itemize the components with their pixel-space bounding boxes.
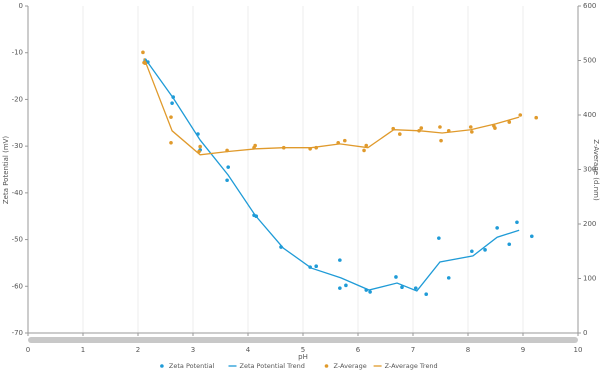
y-tick-label: -10: [12, 49, 23, 57]
y-axis-title: Zeta Potential (mV): [2, 136, 10, 205]
legend-label: Z-Average Trend: [385, 362, 438, 370]
point: [170, 101, 174, 105]
point: [338, 258, 342, 262]
y2-tick-label: 600: [583, 2, 596, 10]
x-tick-label: 8: [466, 346, 470, 354]
trend-line: [144, 58, 520, 292]
point: [470, 130, 474, 134]
point: [518, 113, 523, 117]
x-tick-label: 6: [356, 346, 361, 354]
y-tick-label: -70: [12, 329, 23, 337]
point: [225, 178, 229, 183]
point: [483, 248, 487, 252]
point: [470, 249, 474, 254]
y-tick-label: 0: [19, 2, 23, 10]
y2-tick-label: 200: [583, 220, 596, 228]
legend-label: Z-Average: [334, 362, 367, 370]
y-tick-label: -30: [12, 142, 23, 150]
x-tick-label: 3: [191, 346, 195, 354]
legend-label: Zeta Potential: [169, 362, 215, 370]
point: [338, 286, 342, 290]
y-tick-label: -60: [12, 282, 23, 290]
point: [226, 165, 230, 169]
legend-marker: [160, 364, 164, 368]
x-tick-label: 4: [246, 346, 251, 354]
point: [446, 276, 451, 280]
point: [419, 126, 424, 130]
point: [439, 138, 443, 143]
point: [400, 285, 404, 290]
point: [437, 236, 441, 240]
x-tick-label: 9: [521, 346, 525, 354]
x-tick-label: 1: [81, 346, 85, 354]
point: [343, 138, 347, 143]
point: [468, 125, 473, 129]
x-axis-title: pH: [298, 353, 308, 361]
x-tick-label: 0: [26, 346, 30, 354]
point: [438, 125, 442, 129]
point: [141, 50, 145, 55]
point: [314, 264, 319, 268]
point: [515, 220, 519, 225]
point: [198, 144, 202, 149]
y2-tick-label: 100: [583, 275, 596, 283]
x-tick-label: 5: [301, 346, 305, 354]
legend-marker: [324, 364, 329, 368]
point: [507, 120, 512, 124]
x-tick-label: 7: [411, 346, 415, 354]
y2-tick-label: 500: [583, 57, 596, 65]
point: [364, 143, 369, 148]
point: [169, 140, 173, 145]
y2-tick-label: 400: [583, 111, 596, 119]
y-tick-label: -50: [12, 236, 23, 244]
point: [344, 283, 348, 288]
point: [169, 115, 173, 119]
point: [493, 126, 497, 130]
point: [368, 290, 372, 294]
scrollbar[interactable]: [28, 337, 578, 343]
point: [398, 132, 402, 136]
point: [530, 234, 534, 239]
point: [534, 115, 538, 120]
y2-axis-title: Z-Average (d.nm): [592, 139, 600, 201]
point: [413, 286, 418, 290]
y-tick-label: -40: [12, 189, 23, 197]
legend-label: Zeta Potential Trend: [240, 362, 305, 370]
trend-line: [143, 58, 520, 156]
y2-tick-label: 300: [583, 166, 596, 174]
point: [495, 226, 499, 230]
point: [507, 242, 512, 247]
y2-tick-label: 0: [583, 329, 587, 337]
point: [253, 143, 257, 148]
point: [394, 275, 398, 279]
x-tick-label: 10: [574, 346, 583, 354]
point: [424, 292, 429, 297]
y-tick-label: -20: [12, 95, 23, 103]
x-tick-label: 2: [136, 346, 140, 354]
point: [362, 148, 366, 153]
